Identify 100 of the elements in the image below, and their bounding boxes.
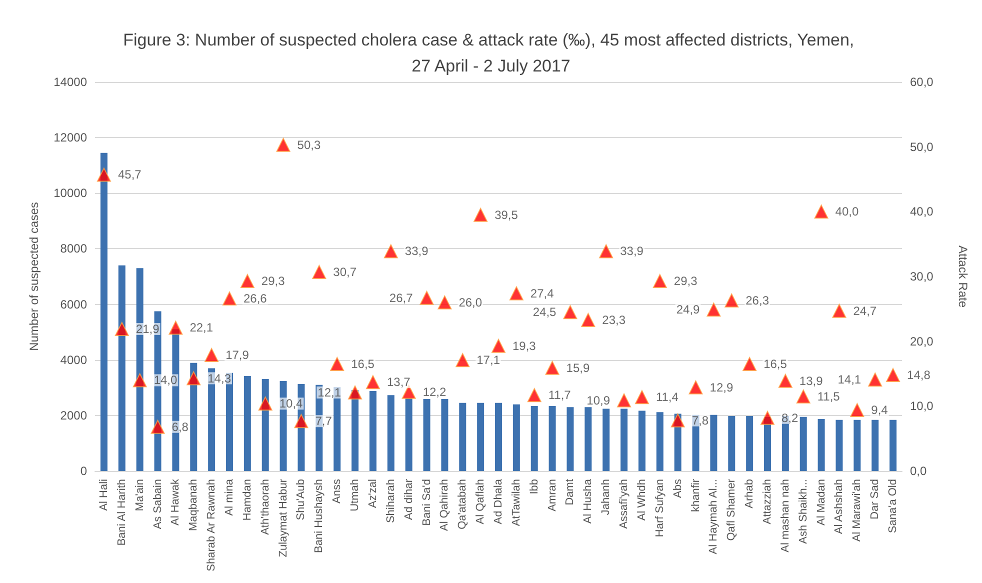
point — [509, 286, 524, 300]
x-tick-label: Ad Dhala — [492, 478, 504, 524]
x-tick-label: Anss — [331, 478, 344, 504]
data-label: 24,5 — [532, 305, 557, 320]
point — [527, 388, 542, 402]
x-tick-label: Al Hali — [98, 479, 110, 511]
x-tick-label: Ad dihar — [402, 478, 415, 520]
x-tick-label: Shu'Aub — [295, 479, 308, 520]
data-label: 29,3 — [674, 274, 698, 288]
data-label: 13,9 — [799, 374, 824, 388]
point — [778, 374, 792, 388]
data-label: 19,3 — [512, 338, 536, 353]
point — [438, 295, 452, 310]
bar — [710, 414, 718, 471]
x-tick-label: Shiharah — [384, 479, 397, 524]
point — [886, 368, 900, 382]
x-tick-label: Qafl Shamer — [726, 478, 738, 541]
x-tick-label: Al Whdh — [636, 479, 648, 521]
bar — [405, 398, 412, 471]
data-label: 11,4 — [656, 390, 679, 404]
point — [796, 389, 810, 404]
data-label: 29,3 — [261, 274, 286, 288]
point — [150, 420, 165, 434]
x-tick-label: Dar Sad — [869, 479, 882, 520]
data-label: 40,0 — [835, 204, 859, 219]
point — [204, 348, 219, 362]
point — [384, 244, 398, 258]
x-tick-label: khanfir — [690, 478, 702, 512]
point — [814, 204, 828, 219]
point — [258, 396, 272, 411]
x-tick-label: Al Qahirah — [438, 479, 451, 531]
point — [832, 304, 846, 318]
y2-tick-label: 0,0 — [910, 464, 928, 478]
x-tick-label: Al Ashshah — [833, 479, 846, 534]
x-tick-label: Ath'thaorah — [259, 479, 272, 535]
data-label: 33,9 — [620, 244, 644, 258]
bar — [800, 416, 807, 471]
point — [868, 372, 882, 387]
y-tick-label: 12000 — [54, 130, 88, 145]
point — [688, 380, 703, 394]
point — [563, 305, 578, 320]
data-label: 39,5 — [494, 208, 518, 222]
data-label: 33,9 — [404, 244, 429, 258]
point — [652, 274, 667, 288]
point — [545, 360, 560, 375]
bar — [872, 420, 879, 471]
y-tick-label: 14000 — [54, 75, 88, 89]
x-tick-label: Ibb — [528, 479, 540, 494]
x-tick-label: Attazziah — [762, 479, 774, 524]
y2-tick-label: 20,0 — [910, 334, 934, 348]
bar — [584, 407, 592, 471]
data-label: 10,9 — [586, 393, 610, 408]
data-label: 14,1 — [838, 372, 862, 387]
bar — [890, 420, 897, 471]
y2-axis-title: Attack Rate — [956, 245, 970, 308]
point — [132, 373, 147, 388]
point — [599, 244, 614, 258]
x-tick-label: Damt — [564, 479, 576, 506]
bar — [566, 407, 574, 471]
data-label: 26,6 — [244, 292, 268, 306]
x-tick-label: Jahanh — [600, 479, 612, 516]
chart-title: Figure 3: Number of suspected cholera case & attack rate (‰), 45 most affected districts, Yemen, 27 April - 2 July 2017 — [123, 30, 859, 76]
x-tick-label: Bani Hushaysh — [313, 479, 326, 553]
bar — [100, 152, 108, 471]
bar — [818, 419, 825, 471]
point — [240, 274, 254, 288]
x-tick-label: Utmah — [349, 479, 362, 512]
x-tick-label: Al mashan nah — [779, 479, 792, 552]
data-label: 16,5 — [764, 357, 788, 372]
point — [366, 375, 380, 390]
bar — [387, 395, 394, 471]
x-tick-label: Zulaymat Habur — [277, 478, 290, 558]
point — [330, 357, 344, 372]
data-label: 8,2 — [782, 410, 799, 425]
x-tick-label: As Sabain — [152, 479, 164, 530]
point — [617, 393, 632, 408]
data-label: 14,0 — [154, 373, 178, 388]
data-label: 17,1 — [476, 353, 500, 368]
x-tick-label: Abs — [672, 478, 684, 498]
bar — [512, 404, 520, 471]
data-label: 21,9 — [136, 322, 160, 336]
y2-tick-label: 10,0 — [910, 399, 934, 414]
point — [706, 302, 721, 317]
x-tick-label: Al mina — [224, 478, 236, 516]
point — [420, 290, 434, 305]
point — [724, 293, 739, 308]
y-tick-label: 6000 — [60, 297, 88, 312]
x-tick-label: Al Marawi'ah — [851, 479, 864, 542]
point — [276, 138, 290, 152]
data-label: 10,4 — [279, 396, 304, 411]
data-label: 23,3 — [602, 312, 626, 327]
data-label: 14,8 — [907, 368, 931, 382]
x-tick-label: Bani Sa'd — [420, 479, 433, 526]
data-label: 12,9 — [710, 380, 734, 394]
y2-tick-label: 60,0 — [910, 75, 934, 89]
point — [312, 264, 326, 279]
point — [348, 386, 362, 400]
bar — [441, 399, 448, 471]
bar — [530, 406, 538, 471]
data-label: 11,5 — [817, 389, 840, 404]
